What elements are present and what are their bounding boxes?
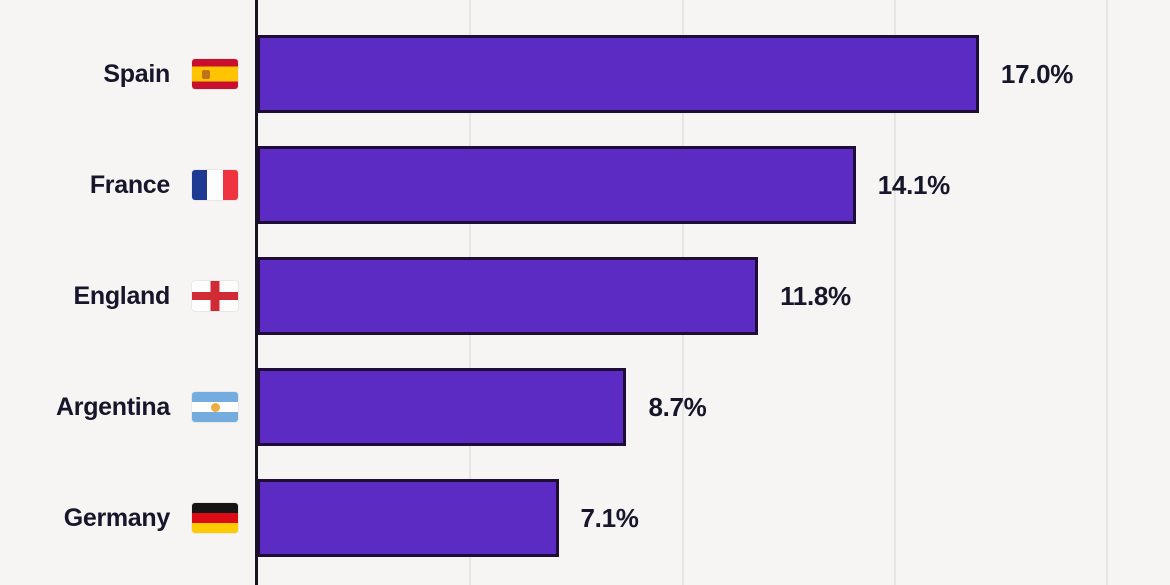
bar-row-germany: Germany 7.1% [0, 479, 1170, 557]
value-label: 8.7% [648, 392, 707, 422]
bar-row-england: England 11.8% [0, 257, 1170, 335]
argentina-sun [210, 402, 220, 412]
bar-row-france: France 14.1% [0, 146, 1170, 224]
england-flag-icon [192, 281, 238, 311]
country-label: Argentina [56, 393, 170, 421]
country-label: England [73, 282, 170, 310]
value-label: 14.1% [877, 170, 951, 200]
france-flag-icon [192, 170, 238, 200]
country-label: France [89, 171, 170, 199]
bar [257, 35, 979, 113]
bar-row-argentina: Argentina 8.7% [0, 368, 1170, 446]
bar [257, 368, 627, 446]
bar [257, 479, 559, 557]
spain-flag-icon [192, 59, 238, 89]
country-label: Germany [63, 504, 171, 532]
value-label: 17.0% [1000, 59, 1074, 89]
bar-row-spain: Spain 17.0% [0, 35, 1170, 113]
germany-flag-icon [192, 503, 238, 533]
bar [257, 257, 759, 335]
bar [257, 146, 856, 224]
spain-coat-of-arms [202, 70, 210, 79]
country-label: Spain [103, 60, 170, 88]
y-axis-line [255, 0, 258, 585]
value-label: 7.1% [580, 503, 639, 533]
argentina-flag-icon [192, 392, 238, 422]
gridline [1106, 0, 1109, 585]
gridline [893, 0, 896, 585]
value-label: 11.8% [780, 281, 851, 311]
